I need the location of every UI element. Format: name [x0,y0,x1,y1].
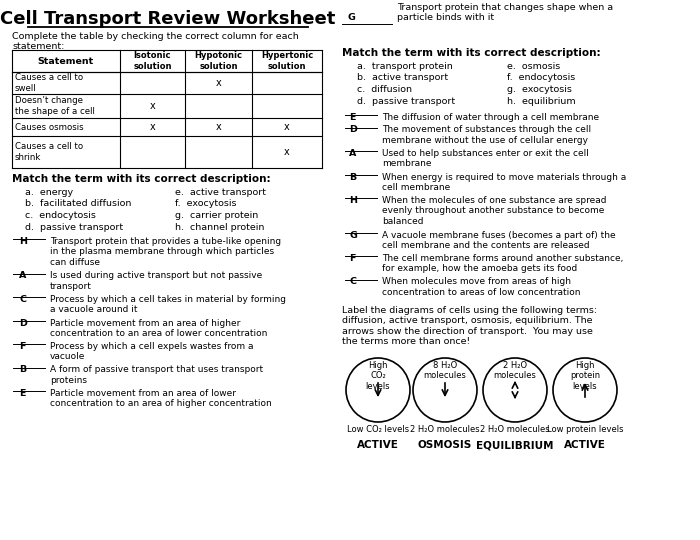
Text: Low protein levels: Low protein levels [547,425,623,434]
Text: e.  active transport: e. active transport [175,188,266,197]
Text: G: G [347,13,355,22]
Text: x: x [284,147,290,157]
Text: f.  endocytosis: f. endocytosis [507,73,575,83]
Text: h.  channel protein: h. channel protein [175,222,265,232]
Text: g.  carrier protein: g. carrier protein [175,211,258,220]
Text: The movement of substances through the cell
membrane without the use of cellular: The movement of substances through the c… [382,125,591,145]
Text: d.  passive transport: d. passive transport [25,222,123,232]
Text: E: E [19,389,25,398]
Text: f.  exocytosis: f. exocytosis [175,199,237,208]
Text: Label the diagrams of cells using the following terms:
diffusion, active transpo: Label the diagrams of cells using the fo… [342,306,597,346]
Text: c.  endocytosis: c. endocytosis [25,211,96,220]
Text: 2 H₂O molecules: 2 H₂O molecules [480,425,550,434]
Text: When molecules move from areas of high
concentration to areas of low concentrati: When molecules move from areas of high c… [382,278,580,297]
Text: High
CO₂
levels: High CO₂ levels [365,361,391,391]
Text: A form of passive transport that uses transport
proteins: A form of passive transport that uses tr… [50,366,263,385]
Text: A: A [19,272,27,280]
Text: Process by which a cell expels wastes from a
vacuole: Process by which a cell expels wastes fr… [50,342,253,361]
Text: c.  diffusion: c. diffusion [357,85,412,94]
Text: Transport protein that changes shape when a
particle binds with it: Transport protein that changes shape whe… [397,3,613,22]
Text: OSMOSIS: OSMOSIS [418,440,472,450]
Text: a.  transport protein: a. transport protein [357,62,453,71]
Text: Used to help substances enter or exit the cell
membrane: Used to help substances enter or exit th… [382,149,589,168]
Text: Hypertonic
solution: Hypertonic solution [261,51,313,71]
Text: Causes osmosis: Causes osmosis [15,123,83,132]
Text: 8 H₂O
molecules: 8 H₂O molecules [424,361,466,380]
Text: H: H [19,237,27,246]
Text: d.  passive transport: d. passive transport [357,97,455,105]
Text: x: x [216,122,221,132]
Text: The cell membrane forms around another substance,
for example, how the amoeba ge: The cell membrane forms around another s… [382,254,624,273]
Text: Match the term with its correct description:: Match the term with its correct descript… [12,174,271,184]
Text: B: B [349,172,356,181]
Text: e.  osmosis: e. osmosis [507,62,560,71]
Text: Particle movement from an area of lower
concentration to an area of higher conce: Particle movement from an area of lower … [50,389,272,408]
Text: E: E [349,113,356,122]
Text: G: G [349,231,357,240]
Text: D: D [349,125,357,134]
Text: Low CO₂ levels: Low CO₂ levels [347,425,409,434]
Text: C: C [19,295,26,304]
Text: Match the term with its correct description:: Match the term with its correct descript… [342,48,601,58]
Text: g.  exocytosis: g. exocytosis [507,85,572,94]
Text: Hypotonic
solution: Hypotonic solution [195,51,242,71]
Text: ACTIVE: ACTIVE [564,440,606,450]
Text: D: D [19,319,27,327]
Text: b.  active transport: b. active transport [357,73,448,83]
Text: Causes a cell to
swell: Causes a cell to swell [15,73,83,93]
Text: Statement: Statement [38,57,94,65]
Text: Causes a cell to
shrink: Causes a cell to shrink [15,143,83,161]
Text: x: x [150,122,155,132]
Text: High
protein
levels: High protein levels [570,361,600,391]
Text: H: H [349,196,357,205]
Text: b.  facilitated diffusion: b. facilitated diffusion [25,199,132,208]
Text: Particle movement from an area of higher
concentration to an area of lower conce: Particle movement from an area of higher… [50,319,267,338]
Text: A vacuole membrane fuses (becomes a part of) the
cell membrane and the contents : A vacuole membrane fuses (becomes a part… [382,231,615,250]
Text: Cell Transport Review Worksheet: Cell Transport Review Worksheet [0,10,336,28]
Text: Isotonic
solution: Isotonic solution [133,51,172,71]
Text: x: x [216,78,221,88]
Text: C: C [349,278,356,287]
Text: 2 H₂O molecules: 2 H₂O molecules [410,425,480,434]
Text: x: x [150,101,155,111]
Text: a.  energy: a. energy [25,188,73,197]
Text: The diffusion of water through a cell membrane: The diffusion of water through a cell me… [382,113,599,122]
Text: h.  equilibrium: h. equilibrium [507,97,575,105]
Text: Doesn’t change
the shape of a cell: Doesn’t change the shape of a cell [15,96,95,116]
Text: Is used during active transport but not passive
transport: Is used during active transport but not … [50,272,262,291]
Text: x: x [284,122,290,132]
Text: Process by which a cell takes in material by forming
a vacuole around it: Process by which a cell takes in materia… [50,295,286,314]
Text: A: A [349,149,356,158]
Text: F: F [19,342,25,351]
Text: Transport protein that provides a tube-like opening
in the plasma membrane throu: Transport protein that provides a tube-l… [50,237,281,267]
Text: EQUILIBRIUM: EQUILIBRIUM [476,440,554,450]
Text: ACTIVE: ACTIVE [357,440,399,450]
Text: Complete the table by checking the correct column for each
statement:: Complete the table by checking the corre… [12,32,299,51]
Text: F: F [349,254,356,263]
Text: When the molecules of one substance are spread
evenly throughout another substan: When the molecules of one substance are … [382,196,606,226]
Text: B: B [19,366,26,375]
Text: 2 H₂O
molecules: 2 H₂O molecules [494,361,536,380]
Text: When energy is required to move materials through a
cell membrane: When energy is required to move material… [382,172,626,192]
